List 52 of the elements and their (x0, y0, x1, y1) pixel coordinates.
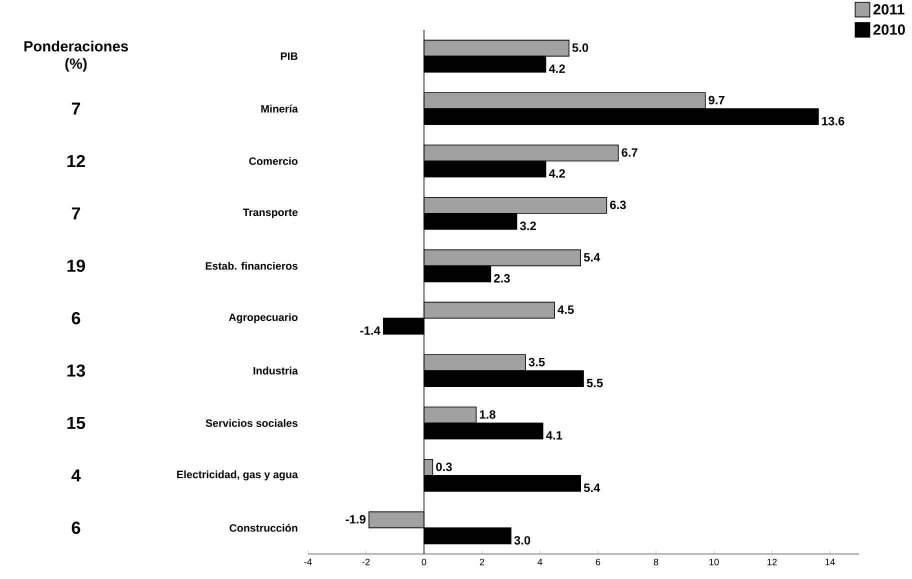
text: 4 (71, 469, 81, 482)
x-tick-label: 6 (596, 558, 600, 566)
x-tick-label: -4 (304, 558, 312, 566)
x-tick-label: 2 (480, 558, 484, 566)
x-tick-label: 0 (422, 558, 426, 566)
x-tick-label: 10 (710, 558, 719, 566)
y-tick-label: Comercio (249, 157, 298, 165)
data-label: 2.3 (494, 274, 510, 283)
data-label: -1.4 (360, 326, 380, 335)
data-label: 3.5 (528, 358, 545, 366)
x-tick-label: 14 (826, 558, 835, 566)
y-tick-label: Servicios sociales (206, 419, 298, 427)
y-tick-label: Industria (254, 366, 298, 375)
text: 7 (72, 207, 80, 220)
x-tick-label: -2 (362, 558, 370, 566)
x-tick-label: 8 (654, 558, 658, 566)
y-tick-label: Estab. financieros (206, 262, 298, 270)
y-tick-label: Minería (261, 104, 298, 113)
legend-label: 2010 (873, 24, 905, 35)
y-tick-label: Construcción (230, 524, 298, 532)
text: 15 (67, 416, 86, 430)
text: 13 (67, 364, 86, 377)
data-label: 5.0 (572, 43, 588, 52)
text: 6 (72, 312, 80, 324)
text: 7 (72, 102, 80, 115)
data-label: 9.7 (708, 96, 724, 104)
data-label: -1.9 (346, 515, 366, 524)
data-label: 13.6 (822, 116, 844, 126)
y-tick-label: Electricidad, gas y agua (177, 470, 298, 480)
data-label: 3.0 (514, 536, 530, 545)
text: 12 (67, 154, 85, 168)
text: Ponderaciones (%) (24, 40, 128, 72)
data-label: 4.5 (558, 306, 574, 314)
data-label: 4.1 (546, 431, 562, 440)
text: 6 (72, 522, 80, 534)
data-label: 4.2 (548, 64, 565, 73)
y-tick-label: Transporte (242, 208, 298, 218)
x-tick-label: 4 (538, 558, 542, 566)
data-label: 3.2 (520, 222, 536, 230)
data-label: 5.4 (584, 253, 600, 262)
data-label: 5.5 (586, 378, 603, 388)
legend-label: 2011 (873, 4, 904, 15)
data-label: 4.2 (548, 169, 565, 178)
data-label: 0.3 (436, 462, 452, 472)
data-label: 6.7 (622, 148, 638, 157)
text: 19 (67, 260, 85, 272)
data-label: 1.8 (480, 410, 496, 419)
y-tick-label: PIB (280, 52, 298, 60)
x-tick-label: 12 (768, 558, 777, 566)
y-tick-label: Agropecuario (228, 313, 298, 324)
data-label: 6.3 (610, 200, 626, 210)
data-label: 5.4 (584, 484, 600, 492)
